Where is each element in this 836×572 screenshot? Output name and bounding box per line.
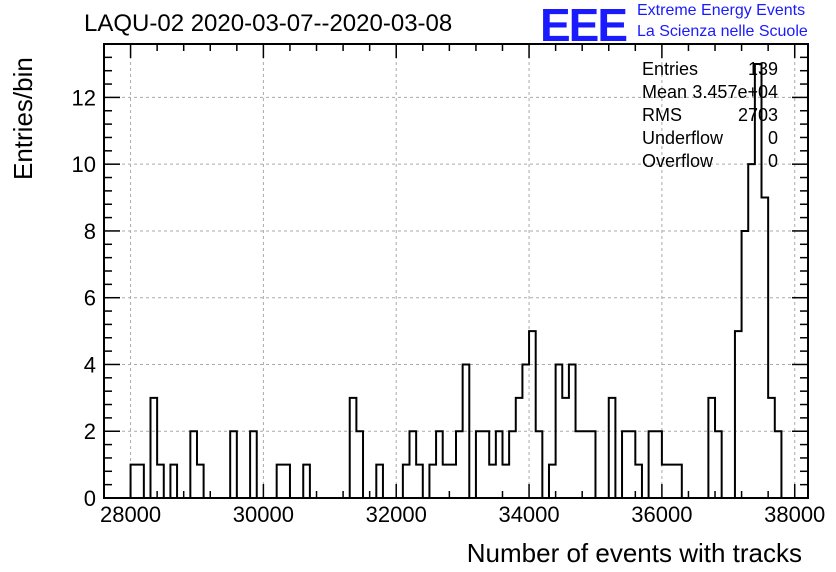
stats-entries-value: 139	[747, 59, 778, 79]
x-tick-label: 32000	[366, 502, 427, 527]
eee-logo: EEE	[540, 0, 628, 51]
stats-rms-value: 2703	[737, 105, 778, 125]
stats-rms: RMS 2703	[640, 104, 780, 127]
x-axis-label: Number of events with tracks	[466, 538, 802, 568]
logo-line-2: La Scienza nelle Scuole	[637, 23, 808, 40]
x-tick-label: 30000	[233, 502, 294, 527]
y-tick-labels: 0 2 4 6 8 10 12	[72, 85, 96, 511]
chart-title: LAQU-02 2020-03-07--2020-03-08	[84, 10, 453, 37]
x-tick-label: 38000	[764, 502, 825, 527]
x-tick-labels: 28000 30000 32000 34000 36000 38000	[100, 502, 825, 527]
y-tick-label: 10	[72, 152, 96, 177]
y-tick-label: 12	[72, 85, 96, 110]
stats-box: Entries 139 Mean 3.457e+04 RMS 2703 Unde…	[640, 58, 780, 173]
y-tick-label: 6	[84, 286, 96, 311]
stats-underflow: Underflow 0	[640, 127, 780, 150]
x-tick-label: 36000	[631, 502, 692, 527]
y-tick-label: 4	[84, 352, 96, 377]
stats-mean: Mean 3.457e+04	[640, 81, 780, 104]
y-tick-label: 0	[84, 486, 96, 511]
y-tick-label: 2	[84, 419, 96, 444]
stats-underflow-value: 0	[767, 128, 778, 148]
x-tick-label: 28000	[100, 502, 161, 527]
stats-entries: Entries 139	[640, 58, 780, 81]
grid-lines	[104, 44, 808, 498]
stats-overflow: Overflow 0	[640, 150, 780, 173]
stats-underflow-label: Underflow	[642, 128, 724, 148]
x-tick-label: 34000	[498, 502, 559, 527]
axis-ticks	[103, 43, 808, 499]
stats-mean-label: Mean	[642, 82, 688, 102]
histogram-line	[129, 63, 783, 499]
stats-overflow-value: 0	[767, 151, 778, 171]
y-tick-label: 8	[84, 219, 96, 244]
stats-rms-label: RMS	[642, 105, 682, 125]
stats-entries-label: Entries	[642, 59, 699, 79]
logo-line-1: Extreme Energy Events	[637, 2, 806, 19]
stats-mean-value: 3.457e+04	[692, 82, 778, 102]
stats-overflow-label: Overflow	[642, 151, 714, 171]
y-axis-label: Entries/bin	[8, 57, 38, 180]
